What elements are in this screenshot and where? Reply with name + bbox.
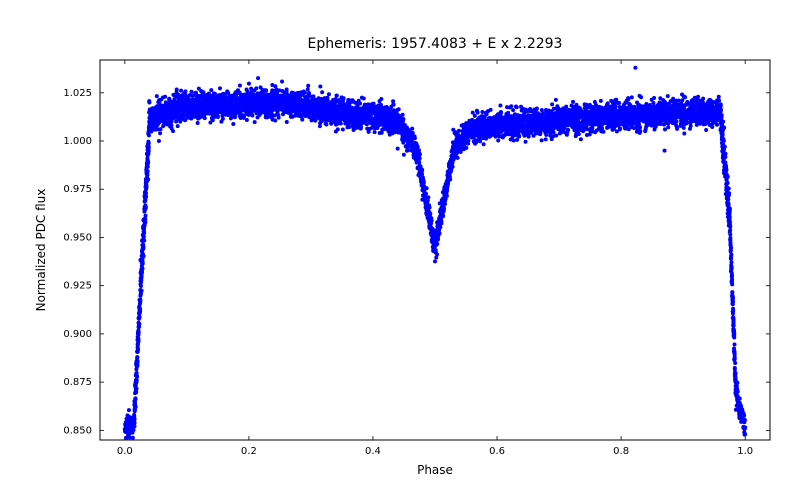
x-tick-label: 1.0 xyxy=(737,446,753,457)
y-tick-label: 1.000 xyxy=(63,136,92,147)
chart-container: 0.0 0.2 0.4 0.6 0.8 1.0 0.850 0.875 0.900 0.925 0.… xyxy=(0,0,800,500)
y-tick-label: 0.925 xyxy=(63,281,92,292)
y-tick-label: 0.875 xyxy=(63,377,92,388)
x-tick-label: 0.8 xyxy=(613,446,629,457)
outlier-point xyxy=(721,139,725,143)
outlier-point xyxy=(633,66,637,70)
light-curve-chart: 0.0 0.2 0.4 0.6 0.8 1.0 0.850 0.875 0.900 0.925 0.… xyxy=(0,0,800,500)
y-tick-label: 0.850 xyxy=(63,425,92,436)
x-tick-label: 0.2 xyxy=(241,446,257,457)
outlier-point xyxy=(157,139,161,143)
y-axis-label: Normalized PDC flux xyxy=(34,189,48,312)
x-axis-label: Phase xyxy=(417,463,453,477)
x-tick-label: 0.4 xyxy=(365,446,381,457)
x-tick-label: 0.0 xyxy=(117,446,133,457)
x-tick-label: 0.6 xyxy=(489,446,505,457)
y-tick-label: 0.975 xyxy=(63,184,92,195)
chart-title: Ephemeris: 1957.4083 + E x 2.2293 xyxy=(308,36,563,52)
y-tick-label: 0.900 xyxy=(63,329,92,340)
y-tick-label: 0.950 xyxy=(63,232,92,243)
outlier-point xyxy=(663,149,667,153)
y-tick-label: 1.025 xyxy=(63,88,92,99)
